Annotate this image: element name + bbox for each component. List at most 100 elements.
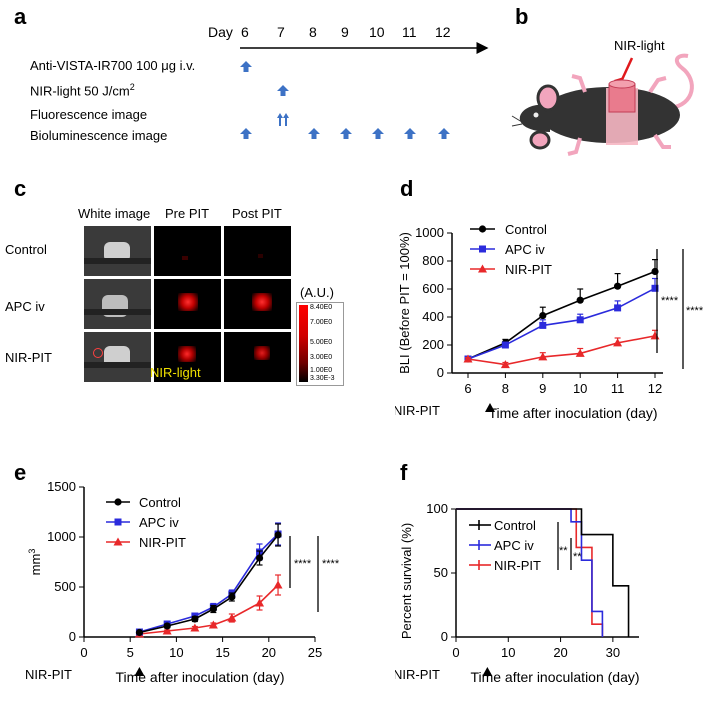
y-tick-label: 0 [69,629,76,644]
panel-label-c: c [14,176,27,201]
panel-label-d: d [400,176,414,201]
day-tick: 11 [402,24,417,40]
data-point [575,348,585,357]
x-tick-label: 25 [308,645,322,660]
series-apc-iv [464,277,659,363]
x-tick-label: 9 [539,381,546,396]
y-tick-label: 100 [426,501,448,516]
legend-label: Control [505,222,547,237]
panel-label-e: e [14,460,27,485]
col-header: Post PIT [232,206,282,221]
series-control [135,523,282,637]
data-point [478,264,487,273]
y-tick-label: 0 [437,365,444,380]
pre-pit-apc [154,279,221,329]
data-point [113,537,123,546]
data-point [538,352,548,361]
x-tick-label: 8 [502,381,509,396]
x-tick-label: 15 [215,645,229,660]
data-point [614,304,622,312]
day-tick: 6 [241,24,249,40]
colorbar-tick: 1.00E0 [310,367,333,374]
y-tick-label: 600 [422,281,444,296]
post-pit-apc [224,279,291,329]
col-header: White image [78,206,151,221]
nir-light-label: NIR-light [614,38,665,53]
event-up-arrow-icon [277,113,283,126]
x-axis-title: Time after inoculation (day) [470,669,639,685]
post-pit-control [224,226,291,276]
data-point [209,605,217,613]
pre-pit-nirpit [154,332,221,382]
data-point [163,622,171,630]
legend-label: NIR-PIT [494,558,541,573]
y-tick-label: 800 [422,253,444,268]
event-up-arrow-icon [404,128,416,139]
legend-label: Control [494,518,536,533]
colorbar-tick: 5.00E0 [310,339,333,346]
data-point [114,498,122,506]
data-point [576,296,584,304]
data-point [114,518,122,526]
treatment-triangle-icon [482,667,493,676]
x-tick-label: 6 [464,381,471,396]
chart-tumor-volume: 0 500 1000 1500 0 5 10 15 20 25 mm3 Time after inoc… [25,479,340,685]
data-point [162,626,172,635]
x-tick-label: 30 [606,645,620,660]
event-up-arrow-icon [340,128,352,139]
survival-curve-control [456,508,630,637]
nir-pit-annotation: NIR-PIT [395,667,440,682]
data-point [614,282,622,290]
chart-bli: 0 200 400 600 800 1000 6 8 9 10 11 12 BLI (Before PI… [395,222,704,421]
legend-label: NIR-PIT [505,262,552,277]
x-tick-label: 0 [452,645,459,660]
post-pit-nirpit [224,332,291,382]
series-line [467,335,656,366]
event-up-arrow-icon [438,128,450,139]
series-control [464,258,659,363]
data-point [273,580,283,589]
data-point [501,341,509,349]
panel-label-b: b [515,4,529,29]
legend-label: NIR-PIT [139,535,186,550]
y-tick-label: 1000 [47,529,76,544]
day-tick: 9 [341,24,349,40]
x-tick-label: 12 [648,381,662,396]
data-point [227,613,237,622]
x-tick-label: 20 [262,645,276,660]
significance-label: **** [322,558,340,570]
colorbar-tick: 3.00E0 [310,354,333,361]
row-label: APC iv [5,299,45,314]
timeline-row-label: Fluorescence image [30,107,148,122]
y-tick-label: 0 [441,629,448,644]
x-axis-title: Time after inoculation (day) [115,669,284,685]
data-point [613,338,623,347]
data-point [274,531,282,539]
x-tick-label: 10 [169,645,183,660]
colorbar-tick: 8.40E0 [310,304,333,311]
y-axis-title: mm3 [27,549,43,576]
event-up-arrow-icon [277,85,289,96]
day-tick: 12 [435,24,451,40]
survival-curve-apc-iv [456,508,604,637]
white-image-nirpit [84,332,151,382]
event-up-arrow-icon [308,128,320,139]
treatment-triangle-icon [485,403,495,412]
timeline-row-label: Anti-VISTA-IR700 100 μg i.v. [30,58,196,73]
data-point [651,284,659,292]
mouse-illustration [511,53,694,156]
data-point [478,225,487,233]
nir-pit-annotation: NIR-PIT [395,403,440,418]
series-line [467,287,656,360]
y-axis-title: BLI (Before PIT = 100%) [397,232,412,374]
significance-label: **** [661,295,679,307]
x-tick-label: 10 [501,645,515,660]
data-point [539,321,547,329]
colorbar-tick: 7.00E0 [310,319,333,326]
pre-pit-control [154,226,221,276]
data-point [463,354,473,363]
row-label: Control [5,242,47,257]
white-image-control [84,226,151,276]
colorbar-unit: (A.U.) [300,285,334,300]
data-point [255,598,265,607]
